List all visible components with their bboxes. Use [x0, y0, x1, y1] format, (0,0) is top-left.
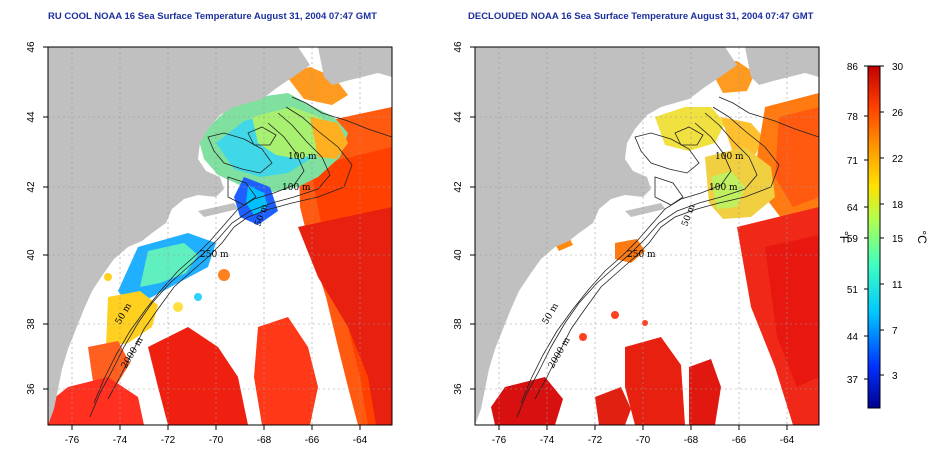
right-map-frame	[474, 46, 820, 426]
colorbar-c-tick: 3	[892, 371, 898, 382]
right-contour-label-100m-a: 100 m	[715, 152, 744, 162]
left-grid	[48, 47, 392, 425]
colorbar-c-tick: 7	[892, 326, 898, 337]
fahrenheit-unit-label: °F	[837, 231, 851, 243]
colorbar-c-tick: 30	[892, 62, 904, 73]
right-contour-label-250m: 250 m	[627, 250, 656, 260]
left-y-tick-label: 42	[26, 181, 37, 193]
colorbar-f-tick: 51	[847, 285, 859, 296]
right-y-tick-label: 44	[453, 111, 464, 123]
colorbar-ticks	[864, 65, 884, 380]
colorbar-f-tick: 64	[847, 203, 859, 214]
right-y-tick-label: 40	[453, 249, 464, 261]
left-x-tick-label: -70	[209, 435, 224, 446]
right-x-tick-label: -72	[588, 435, 603, 446]
colorbar-f-tick: 86	[847, 62, 859, 73]
right-x-tick-label: -64	[780, 435, 795, 446]
left-y-tick-label: 40	[26, 249, 37, 261]
right-map-panel: 100 m 100 m 50 m 250 m 50 m 2000 m -76 -…	[453, 41, 820, 446]
right-x-tick-label: -66	[732, 435, 747, 446]
right-y-tick-label: 42	[453, 181, 464, 193]
left-contour-label-100m-a: 100 m	[288, 152, 317, 162]
right-x-tick-label: -68	[684, 435, 699, 446]
colorbar-f-tick: 44	[847, 332, 859, 343]
left-y-tick-label: 38	[26, 318, 37, 330]
left-x-tick-label: -64	[353, 435, 368, 446]
colorbar-c-tick: 15	[892, 234, 904, 245]
colorbar-f-tick: 37	[847, 375, 859, 386]
left-x-tick-label: -76	[65, 435, 80, 446]
left-contour-label-100m-b: 100 m	[282, 183, 311, 193]
colorbar-f-tick: 71	[847, 156, 859, 167]
right-axis-ticks	[470, 46, 788, 430]
left-contour-label-250m: 250 m	[200, 250, 229, 260]
colorbar-f-tick: 59	[847, 234, 859, 245]
colorbar-c-tick: 22	[892, 154, 904, 165]
colorbar-f-tick: 78	[847, 112, 859, 123]
right-y-tick-label: 36	[453, 383, 464, 395]
right-x-tick-label: -70	[636, 435, 651, 446]
left-axis-ticks	[43, 46, 361, 430]
right-contour-label-100m-b: 100 m	[709, 183, 738, 193]
left-x-tick-label: -72	[161, 435, 176, 446]
left-map-panel: 100 m 100 m 50 m 250 m 50 m 2000 m -76 -…	[26, 41, 393, 446]
colorbar-c-tick: 11	[892, 280, 903, 291]
left-x-tick-label: -66	[305, 435, 320, 446]
right-sst-field	[486, 61, 819, 425]
colorbar-gradient	[867, 65, 881, 409]
right-grid	[475, 47, 819, 425]
left-y-tick-label: 44	[26, 111, 37, 123]
colorbar: 86 78 71 64 59 51 44 37 30 26 22 18 15 1…	[837, 62, 929, 409]
right-x-tick-label: -74	[540, 435, 555, 446]
left-map-frame	[47, 46, 393, 426]
left-sst-field	[48, 67, 392, 425]
left-x-tick-label: -68	[257, 435, 272, 446]
right-y-tick-label: 46	[453, 41, 464, 53]
right-x-tick-label: -76	[492, 435, 507, 446]
left-y-tick-label: 36	[26, 383, 37, 395]
left-x-tick-label: -74	[113, 435, 128, 446]
colorbar-c-tick: 18	[892, 200, 904, 211]
left-y-tick-label: 46	[26, 41, 37, 53]
celsius-unit-label: °C	[915, 230, 929, 244]
right-panel-title: DECLOUDED NOAA 16 Sea Surface Temperatur…	[468, 11, 814, 22]
right-y-tick-label: 38	[453, 318, 464, 330]
colorbar-c-tick: 26	[892, 108, 904, 119]
left-panel-title: RU COOL NOAA 16 Sea Surface Temperature …	[48, 11, 377, 22]
